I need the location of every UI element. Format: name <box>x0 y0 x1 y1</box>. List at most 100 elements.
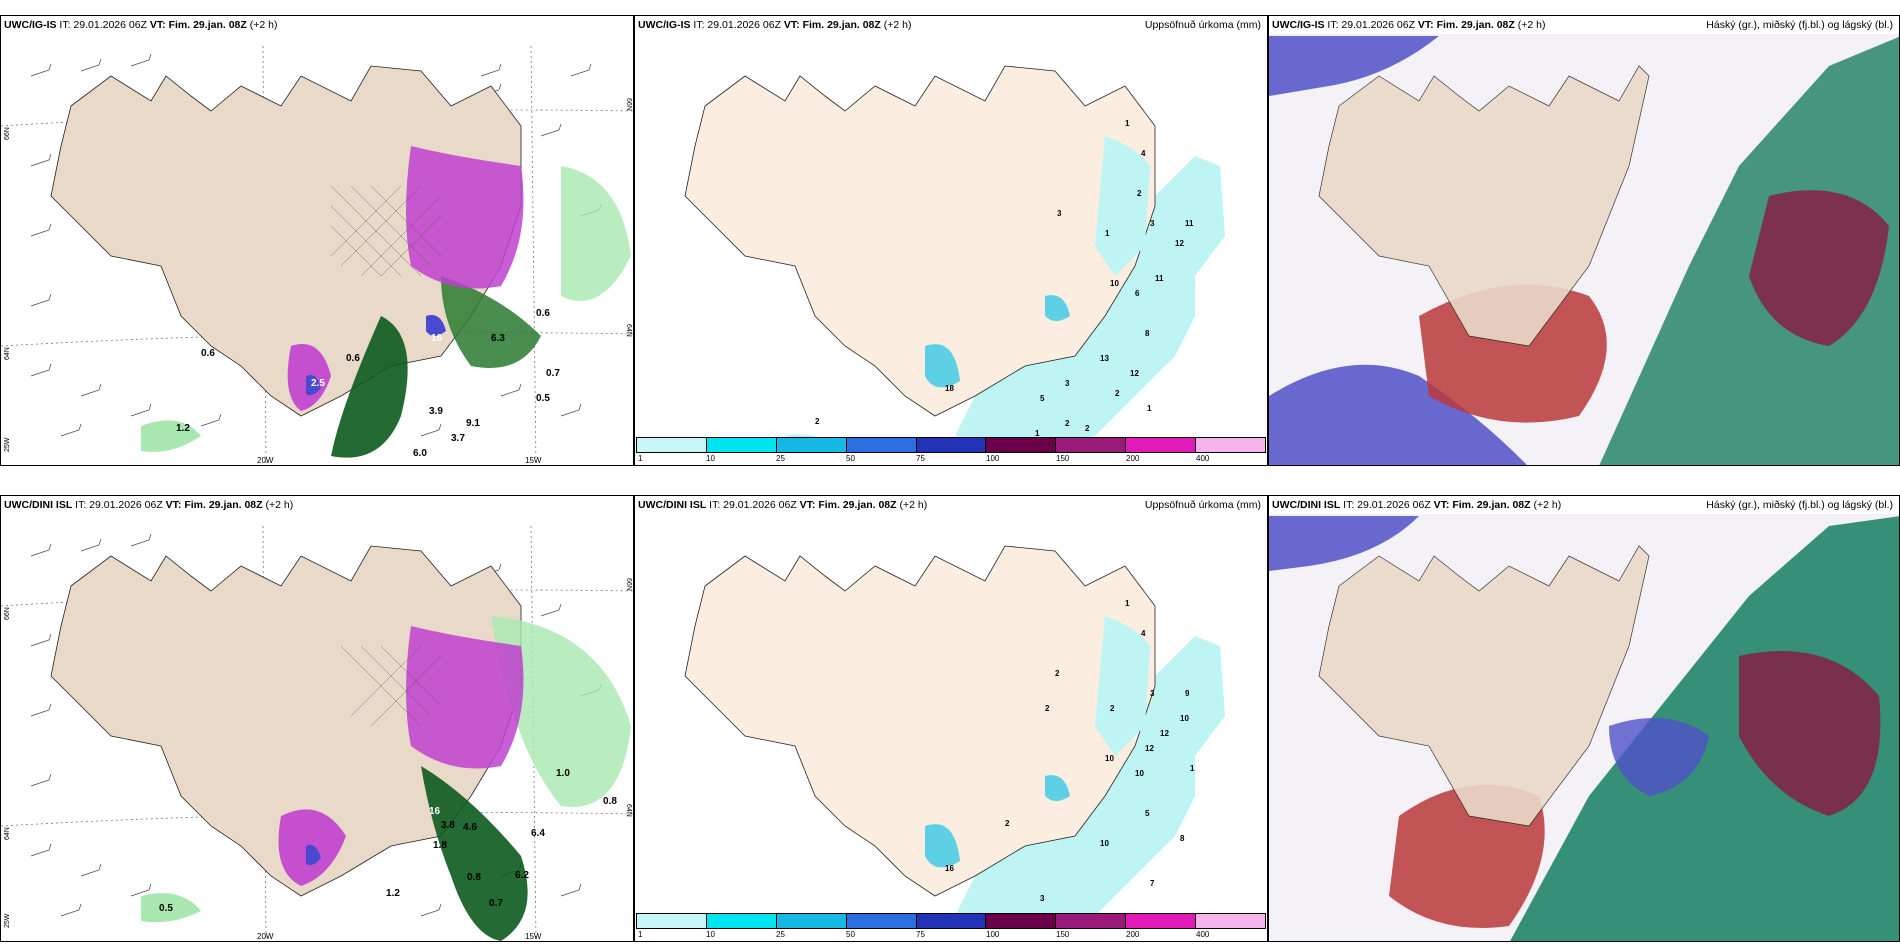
colorbar-tick: 200 <box>1126 930 1140 939</box>
accum-label: 16 <box>945 864 954 873</box>
colorbar-swatch <box>776 438 847 452</box>
colorbar <box>636 437 1266 453</box>
precip-label: 1.2 <box>386 888 400 899</box>
precip-label: 0.6 <box>201 348 215 359</box>
colorbar-tick: 200 <box>1126 454 1140 463</box>
lat-label: 64N <box>4 827 11 840</box>
panel-variable: Uppsöfnuð úrkoma (mm) <box>1144 19 1261 31</box>
accum-label: 1 <box>1190 764 1195 773</box>
panel-wind-precip-igis: UWC/IG-IS IT: 29.01.2026 06Z VT: Fim. 29… <box>0 15 634 466</box>
precip-label: 16 <box>429 806 441 817</box>
precip-label: 0.8 <box>467 872 481 883</box>
colorbar-swatch <box>986 914 1057 928</box>
precip-label: 6.0 <box>413 448 427 459</box>
colorbar-tick: 150 <box>1056 454 1070 463</box>
panel-variable: Uppsöfnuð úrkoma (mm) <box>1144 499 1261 511</box>
panel-accum-precip-dini: UWC/DINI ISL IT: 29.01.2026 06Z VT: Fim.… <box>634 495 1268 942</box>
accum-label: 10 <box>1135 769 1144 778</box>
lat-label: 25W <box>4 437 11 452</box>
colorbar-tick: 150 <box>1056 930 1070 939</box>
lat-label-right: 66N <box>625 578 632 591</box>
lat-label: 66N <box>4 127 11 140</box>
colorbar-tick: 1 <box>638 454 643 463</box>
precip-label: 1.2 <box>176 423 190 434</box>
precip-shading <box>141 146 631 458</box>
colorbar-tick: 75 <box>916 454 925 463</box>
colorbar <box>636 913 1266 929</box>
accum-label: 2 <box>1055 669 1060 678</box>
accum-label: 3 <box>1065 379 1070 388</box>
lon-label: 20W <box>257 932 274 941</box>
accum-label: 12 <box>1160 729 1169 738</box>
precip-label: 0.6 <box>536 308 550 319</box>
accum-label: 2 <box>1085 424 1090 433</box>
accum-label: 1 <box>1147 404 1152 413</box>
colorbar-swatch <box>1196 438 1266 452</box>
lon-label: 20W <box>257 456 274 465</box>
mid-cloud-shading <box>1739 651 1881 816</box>
colorbar-swatch <box>706 438 777 452</box>
accum-label: 5 <box>1040 394 1045 403</box>
cloud-map <box>1269 514 1899 941</box>
accum-precip-map: 1 4 2 3 9 10 12 12 2 2 10 10 1 5 8 10 7 … <box>684 545 1225 928</box>
colorbar-tick: 100 <box>986 930 1000 939</box>
accum-label: 4 <box>1141 629 1146 638</box>
precip-label: 6.2 <box>515 870 529 881</box>
panel-title: UWC/DINI ISL IT: 29.01.2026 06Z VT: Fim.… <box>1272 499 1562 511</box>
accum-label: 8 <box>1180 834 1185 843</box>
panel-clouds-dini: UWC/DINI ISL IT: 29.01.2026 06Z VT: Fim.… <box>1268 495 1900 942</box>
colorbar-tick: 50 <box>846 454 855 463</box>
colorbar-ticks: 1 10 25 50 75 100 150 200 400 <box>636 930 1266 941</box>
precip-label: 9.1 <box>466 418 480 429</box>
low-cloud-shading <box>1269 364 1528 465</box>
accum-label: 10 <box>1100 839 1109 848</box>
wind-precip-map: 0.5 1.2 3.8 4.6 1.8 6.2 0.7 0.8 1.0 0.8 … <box>1 525 633 941</box>
panel-title: UWC/IG-IS IT: 29.01.2026 06Z VT: Fim. 29… <box>4 19 278 31</box>
precip-label: 0.8 <box>603 796 617 807</box>
accum-label: 4 <box>1141 149 1146 158</box>
accum-label: 6 <box>1135 289 1140 298</box>
colorbar-tick: 25 <box>776 930 785 939</box>
lat-label: 25W <box>4 913 11 928</box>
colorbar-swatch <box>986 438 1057 452</box>
precip-label: 0.7 <box>546 368 560 379</box>
precip-label: 4.6 <box>463 822 477 833</box>
accum-label: 2 <box>1115 389 1120 398</box>
accum-labels: 1 4 2 3 11 12 10 6 11 8 13 12 2 5 3 1 2 … <box>815 119 1194 438</box>
accum-label: 2 <box>1065 419 1070 428</box>
accum-label: 12 <box>1175 239 1184 248</box>
precip-label: 16 <box>431 333 443 344</box>
colorbar-ticks: 1 10 25 50 75 100 150 200 400 <box>636 454 1266 465</box>
colorbar-swatch <box>916 914 987 928</box>
panel-wind-precip-dini: UWC/DINI ISL IT: 29.01.2026 06Z VT: Fim.… <box>0 495 634 942</box>
panel-variable: Háský (gr.), miðský (fj.bl.) og lágský (… <box>1706 19 1893 31</box>
lat-label: 66N <box>4 607 11 620</box>
precip-label: 0.7 <box>489 898 503 909</box>
high-cloud-shading <box>1599 36 1899 465</box>
accum-label: 5 <box>1145 809 1150 818</box>
colorbar-swatch <box>916 438 987 452</box>
accum-label: 11 <box>1185 219 1194 228</box>
colorbar-tick: 400 <box>1196 930 1210 939</box>
precip-label: 1.8 <box>433 840 447 851</box>
accum-label: 7 <box>1150 879 1155 888</box>
precip-label: 0.5 <box>536 393 550 404</box>
colorbar-swatch <box>846 914 917 928</box>
accum-label: 2 <box>1045 704 1050 713</box>
colorbar-swatch <box>637 914 707 928</box>
accum-label: 12 <box>1145 744 1154 753</box>
panel-accum-precip-igis: UWC/IG-IS IT: 29.01.2026 06Z VT: Fim. 29… <box>634 15 1268 466</box>
accum-label: 2 <box>1137 189 1142 198</box>
accum-label: 10 <box>1105 754 1114 763</box>
accum-label: 11 <box>1155 274 1164 283</box>
accum-label: 3 <box>1040 894 1045 903</box>
panel-title: UWC/IG-IS IT: 29.01.2026 06Z VT: Fim. 29… <box>1272 19 1546 31</box>
colorbar-tick: 50 <box>846 930 855 939</box>
accum-land-patches <box>925 616 1150 868</box>
iceland-land <box>1318 545 1650 827</box>
precip-label: 3.7 <box>451 433 465 444</box>
precip-labels: 0.5 1.2 3.8 4.6 1.8 6.2 0.7 0.8 1.0 0.8 … <box>159 768 617 914</box>
panel-title: UWC/IG-IS IT: 29.01.2026 06Z VT: Fim. 29… <box>638 19 912 31</box>
precip-label: 6.3 <box>491 333 505 344</box>
mid-cloud-shading <box>1749 190 1889 346</box>
